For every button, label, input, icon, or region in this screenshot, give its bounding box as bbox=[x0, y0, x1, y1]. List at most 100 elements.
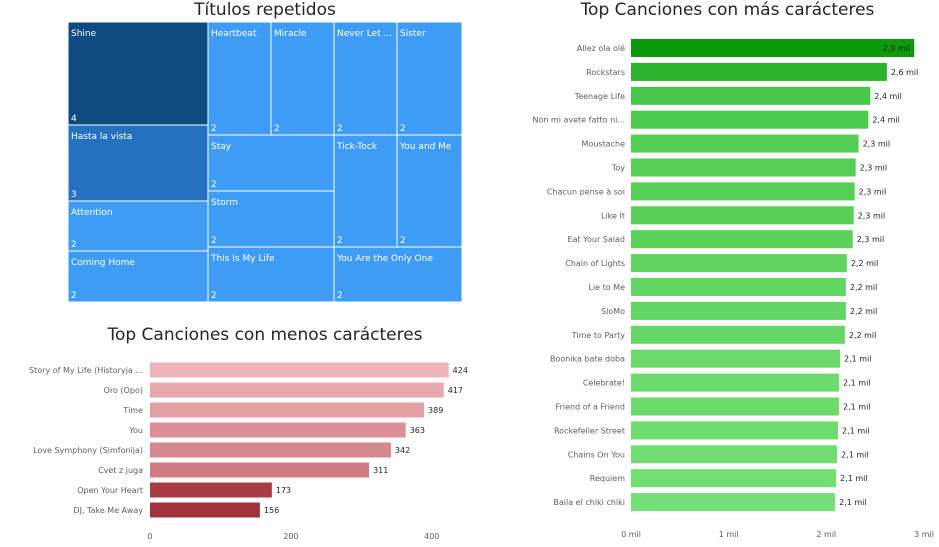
treemap-cell-shine[interactable] bbox=[67, 21, 209, 126]
category-label: Eat Your Salad bbox=[568, 235, 625, 244]
bar[interactable] bbox=[631, 445, 838, 464]
category-label: Allez ola olé bbox=[577, 43, 625, 53]
treemap-cell-value: 2 bbox=[211, 180, 217, 190]
data-label: 2,3 mil bbox=[863, 140, 891, 149]
bar[interactable] bbox=[631, 469, 837, 488]
treemap-cell-label: Miracle bbox=[274, 29, 307, 39]
treemap-cell-tick-tock[interactable] bbox=[333, 134, 398, 248]
data-label: 2,3 mil bbox=[859, 187, 887, 196]
treemap-cell-value: 2 bbox=[71, 240, 77, 250]
data-label: 156 bbox=[264, 506, 279, 515]
bar[interactable] bbox=[631, 158, 856, 177]
category-label: Story of My Life (Historyja ... bbox=[29, 366, 143, 375]
category-label: Baila el chiki chiki bbox=[553, 498, 625, 507]
bar[interactable] bbox=[631, 301, 846, 320]
bar[interactable] bbox=[150, 382, 444, 398]
treemap-cell-label: This Is My Life bbox=[210, 254, 275, 264]
data-label: 342 bbox=[395, 446, 410, 455]
category-label: Requiem bbox=[590, 474, 625, 483]
category-label: Rockstars bbox=[586, 68, 625, 77]
bar[interactable] bbox=[150, 442, 391, 458]
bar[interactable] bbox=[150, 422, 406, 438]
treemap-cell-attention[interactable] bbox=[67, 200, 209, 252]
data-label: 389 bbox=[428, 406, 443, 415]
bar[interactable] bbox=[631, 397, 840, 416]
category-label: Chacun pense à soi bbox=[547, 187, 625, 196]
bar[interactable] bbox=[631, 373, 840, 392]
data-label: 311 bbox=[373, 466, 388, 475]
treemap-cell-this-is-my-life[interactable] bbox=[207, 246, 335, 303]
data-label: 2,3 mil bbox=[860, 164, 888, 173]
bar[interactable] bbox=[631, 182, 855, 201]
treemap-cell-sister[interactable] bbox=[396, 21, 463, 136]
bar[interactable] bbox=[631, 254, 847, 273]
data-label: 2,1 mil bbox=[842, 426, 870, 435]
data-label: 2,2 mil bbox=[851, 259, 879, 268]
data-label: 2,3 mil bbox=[857, 235, 885, 244]
data-label: 2,4 mil bbox=[874, 92, 902, 101]
x-tick-label: 0 bbox=[147, 532, 152, 541]
data-label: 2,1 mil bbox=[839, 498, 867, 507]
data-label: 2,2 mil bbox=[850, 307, 878, 316]
x-tick-label: 0 mil bbox=[621, 530, 641, 539]
bar[interactable] bbox=[631, 230, 853, 249]
category-label: Rockefeller Street bbox=[554, 426, 625, 435]
data-label: 2,1 mil bbox=[844, 355, 872, 364]
data-label: 2,4 mil bbox=[872, 116, 900, 125]
less-chars-chart-title: Top Canciones con menos carácteres bbox=[107, 325, 423, 345]
treemap-cell-label: Tick-Tock bbox=[336, 142, 378, 152]
category-label: Time bbox=[122, 406, 143, 415]
treemap-cell-label: Shine bbox=[71, 29, 97, 39]
category-label: Time to Party bbox=[571, 331, 625, 340]
bar[interactable] bbox=[150, 482, 272, 498]
data-label: 2,2 mil bbox=[850, 283, 878, 292]
bar[interactable] bbox=[631, 206, 854, 225]
category-label: Like It bbox=[601, 211, 625, 220]
treemap-cell-value: 2 bbox=[400, 124, 406, 134]
data-label: 2,2 mil bbox=[849, 331, 877, 340]
bar[interactable] bbox=[631, 421, 839, 440]
data-label: 417 bbox=[448, 386, 463, 395]
data-label: 2,1 mil bbox=[843, 379, 871, 388]
treemap-cell-value: 2 bbox=[274, 124, 280, 134]
category-label: Love Symphony (Simfonija) bbox=[33, 446, 143, 455]
bar[interactable] bbox=[631, 39, 915, 57]
treemap-cell-heartbeat[interactable] bbox=[207, 21, 272, 136]
bar[interactable] bbox=[150, 462, 370, 478]
category-label: Boonika bate doba bbox=[550, 355, 625, 364]
category-label: Friend of a Friend bbox=[556, 403, 625, 412]
bar[interactable] bbox=[150, 502, 260, 518]
bar[interactable] bbox=[631, 110, 869, 129]
more-chars-chart-title: Top Canciones con más carácteres bbox=[580, 0, 875, 20]
bar[interactable] bbox=[631, 349, 841, 368]
bar[interactable] bbox=[631, 86, 871, 105]
treemap-cell-label: Stay bbox=[211, 142, 232, 152]
bar[interactable] bbox=[631, 62, 887, 81]
bar[interactable] bbox=[631, 278, 846, 296]
treemap-cell-label: Heartbeat bbox=[211, 29, 257, 39]
category-label: Chains On You bbox=[568, 450, 625, 459]
treemap-cell-never-let[interactable] bbox=[333, 21, 398, 136]
treemap-cell-you-are-the-only-one[interactable] bbox=[333, 246, 463, 303]
bar[interactable] bbox=[631, 493, 836, 512]
data-label: 2,1 mil bbox=[840, 474, 868, 483]
bar[interactable] bbox=[150, 362, 449, 378]
category-label: Open Your Heart bbox=[77, 486, 143, 495]
bar[interactable] bbox=[150, 402, 425, 418]
treemap-cell-value: 2 bbox=[337, 124, 343, 134]
category-label: Moustache bbox=[582, 140, 626, 149]
treemap-cell-coming-home[interactable] bbox=[67, 250, 209, 303]
treemap-cell-stay[interactable] bbox=[207, 134, 335, 192]
category-label: Lie to Me bbox=[588, 283, 625, 292]
treemap-cell-you-and-me[interactable] bbox=[396, 134, 463, 248]
bar[interactable] bbox=[631, 325, 845, 344]
bar[interactable] bbox=[631, 134, 859, 153]
treemap-cell-label: Storm bbox=[211, 198, 238, 208]
treemap-cell-value: 2 bbox=[400, 236, 406, 246]
treemap-cell-label: You Are the Only One bbox=[336, 254, 433, 264]
x-tick-label: 2 mil bbox=[816, 530, 836, 539]
category-label: Celebrate! bbox=[583, 379, 625, 388]
